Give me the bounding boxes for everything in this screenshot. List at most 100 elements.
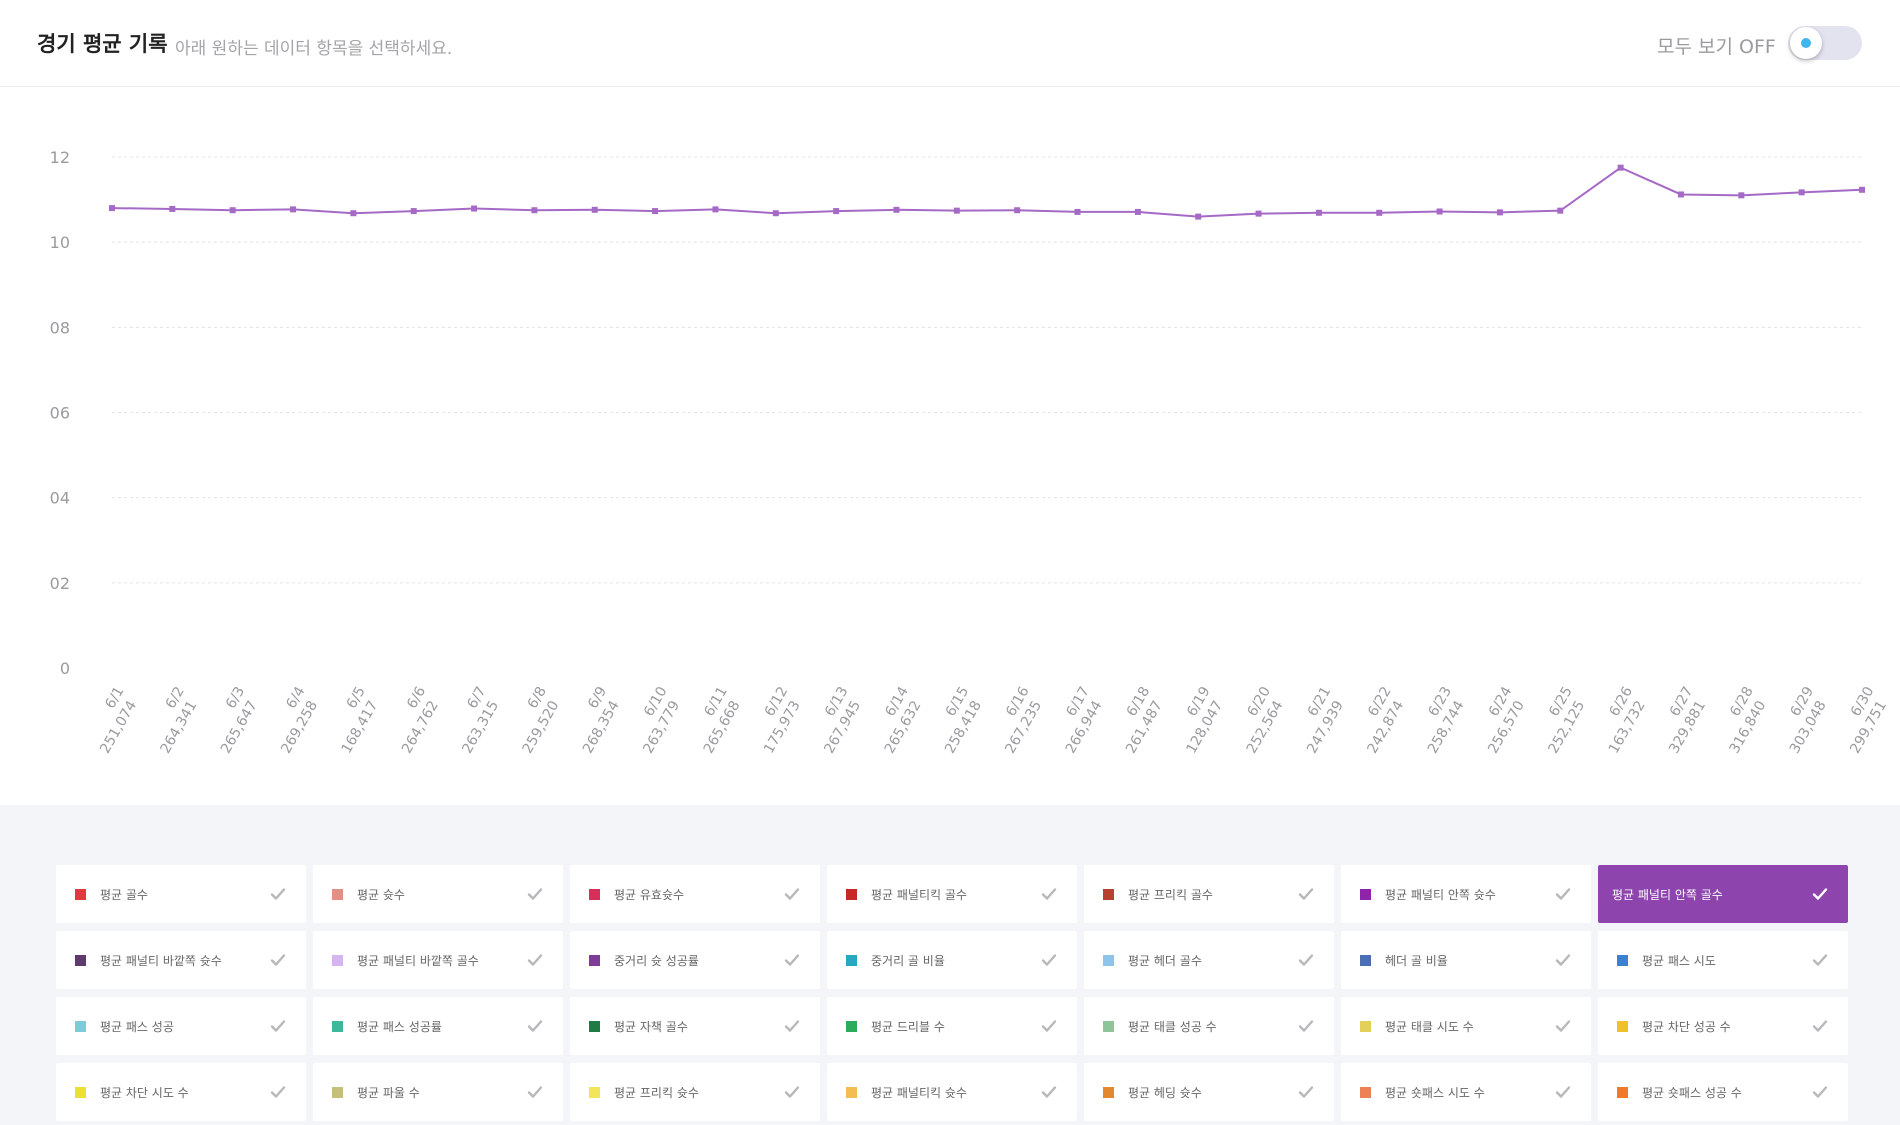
legend-item[interactable]: 평균 헤더 골수	[1084, 931, 1334, 989]
legend-item[interactable]: 평균 패스 성공률	[313, 997, 563, 1055]
y-tick-label: 04	[50, 489, 70, 508]
legend-label: 평균 자책 골수	[614, 1020, 688, 1034]
legend-item[interactable]: 중거리 슛 성공률	[570, 931, 820, 989]
data-point	[1074, 208, 1081, 215]
data-point	[169, 205, 176, 212]
y-tick-label: 02	[50, 574, 70, 593]
y-tick-label: 0	[60, 659, 70, 678]
legend-label: 평균 태클 성공 수	[1128, 1020, 1217, 1034]
legend-label: 평균 드리블 수	[871, 1020, 945, 1034]
legend-swatch	[1617, 1021, 1628, 1032]
legend-label: 평균 패스 성공	[100, 1020, 174, 1034]
legend-item[interactable]: 평균 태클 성공 수	[1084, 997, 1334, 1055]
legend-label: 평균 패널티킥 슛수	[871, 1086, 967, 1100]
legend-swatch	[846, 889, 857, 900]
check-icon	[270, 888, 286, 900]
legend-swatch	[75, 889, 86, 900]
legend-item[interactable]: 평균 패널티 바깥쪽 골수	[313, 931, 563, 989]
legend-item[interactable]: 평균 헤딩 슛수	[1084, 1063, 1334, 1121]
legend-item[interactable]: 헤더 골 비율	[1341, 931, 1591, 989]
check-icon	[527, 888, 543, 900]
data-point	[591, 206, 598, 213]
check-icon	[1812, 1086, 1828, 1098]
series-line	[111, 166, 1863, 218]
legend-label: 평균 패널티 안쪽 슛수	[1385, 888, 1496, 902]
legend-label: 평균 숏패스 시도 수	[1385, 1086, 1485, 1100]
legend-swatch	[1617, 1087, 1628, 1098]
legend-item[interactable]: 평균 패스 성공	[56, 997, 306, 1055]
check-icon	[1298, 1086, 1314, 1098]
legend-item[interactable]: 평균 패널티 안쪽 골수	[1598, 865, 1848, 923]
data-point	[1376, 209, 1383, 216]
legend-item[interactable]: 평균 차단 시도 수	[56, 1063, 306, 1121]
data-point	[1677, 191, 1684, 198]
legend-item[interactable]: 평균 패널티킥 골수	[827, 865, 1077, 923]
legend-item[interactable]: 평균 패스 시도	[1598, 931, 1848, 989]
data-point	[531, 207, 538, 214]
legend-item[interactable]: 평균 프리킥 골수	[1084, 865, 1334, 923]
show-all-toggle[interactable]	[1788, 26, 1862, 60]
legend-item[interactable]: 평균 숏패스 시도 수	[1341, 1063, 1591, 1121]
legend-swatch	[589, 955, 600, 966]
data-point	[652, 208, 659, 215]
legend-item[interactable]: 평균 유효슛수	[570, 865, 820, 923]
legend-panel: 평균 골수 평균 슛수 평균 유효슛수 평균 패널티킥 골수 평균 프리킥 골수 평균 패…	[0, 805, 1900, 1125]
check-icon	[1812, 954, 1828, 966]
page-title: 경기 평균 기록	[37, 32, 168, 56]
legend-label: 평균 프리킥 슛수	[614, 1086, 699, 1100]
data-point	[1798, 189, 1805, 196]
legend-item[interactable]: 중거리 골 비율	[827, 931, 1077, 989]
legend-label: 평균 패널티킥 골수	[871, 888, 967, 902]
legend-swatch	[332, 889, 343, 900]
check-icon	[1812, 1020, 1828, 1032]
legend-swatch	[1360, 889, 1371, 900]
legend-item[interactable]: 평균 패널티 바깥쪽 슛수	[56, 931, 306, 989]
legend-item[interactable]: 평균 자책 골수	[570, 997, 820, 1055]
legend-swatch	[846, 1021, 857, 1032]
check-icon	[1555, 954, 1571, 966]
legend-label: 평균 패널티 안쪽 골수	[1612, 888, 1723, 902]
legend-swatch	[1103, 1021, 1114, 1032]
legend-item[interactable]: 평균 드리블 수	[827, 997, 1077, 1055]
data-point	[229, 207, 236, 214]
legend-swatch	[1103, 955, 1114, 966]
legend-swatch	[1360, 1087, 1371, 1098]
legend-item[interactable]: 평균 패널티킥 슛수	[827, 1063, 1077, 1121]
legend-item[interactable]: 평균 숏패스 성공 수	[1598, 1063, 1848, 1121]
legend-item[interactable]: 평균 프리킥 슛수	[570, 1063, 820, 1121]
legend-item[interactable]: 평균 슛수	[313, 865, 563, 923]
legend-swatch	[75, 1021, 86, 1032]
toggle-knob	[1790, 27, 1822, 59]
legend-label: 평균 슛수	[357, 888, 405, 902]
data-point	[772, 210, 779, 217]
data-point	[1315, 209, 1322, 216]
check-icon	[1555, 1086, 1571, 1098]
data-point	[1195, 213, 1202, 220]
legend-item[interactable]: 평균 차단 성공 수	[1598, 997, 1848, 1055]
legend-label: 평균 숏패스 성공 수	[1642, 1086, 1742, 1100]
legend-item[interactable]: 평균 패널티 안쪽 슛수	[1341, 865, 1591, 923]
y-tick-label: 08	[50, 318, 70, 337]
legend-label: 평균 유효슛수	[614, 888, 685, 902]
check-icon	[527, 1086, 543, 1098]
legend-item[interactable]: 평균 파울 수	[313, 1063, 563, 1121]
data-point	[893, 206, 900, 213]
legend-item[interactable]: 평균 골수	[56, 865, 306, 923]
data-point	[953, 207, 960, 214]
legend-item[interactable]: 평균 태클 시도 수	[1341, 997, 1591, 1055]
check-icon	[270, 1086, 286, 1098]
legend-label: 평균 헤더 골수	[1128, 954, 1202, 968]
